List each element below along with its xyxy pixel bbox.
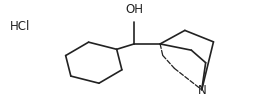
Text: HCl: HCl: [9, 19, 30, 32]
Text: N: N: [198, 84, 206, 96]
Text: OH: OH: [125, 3, 143, 16]
